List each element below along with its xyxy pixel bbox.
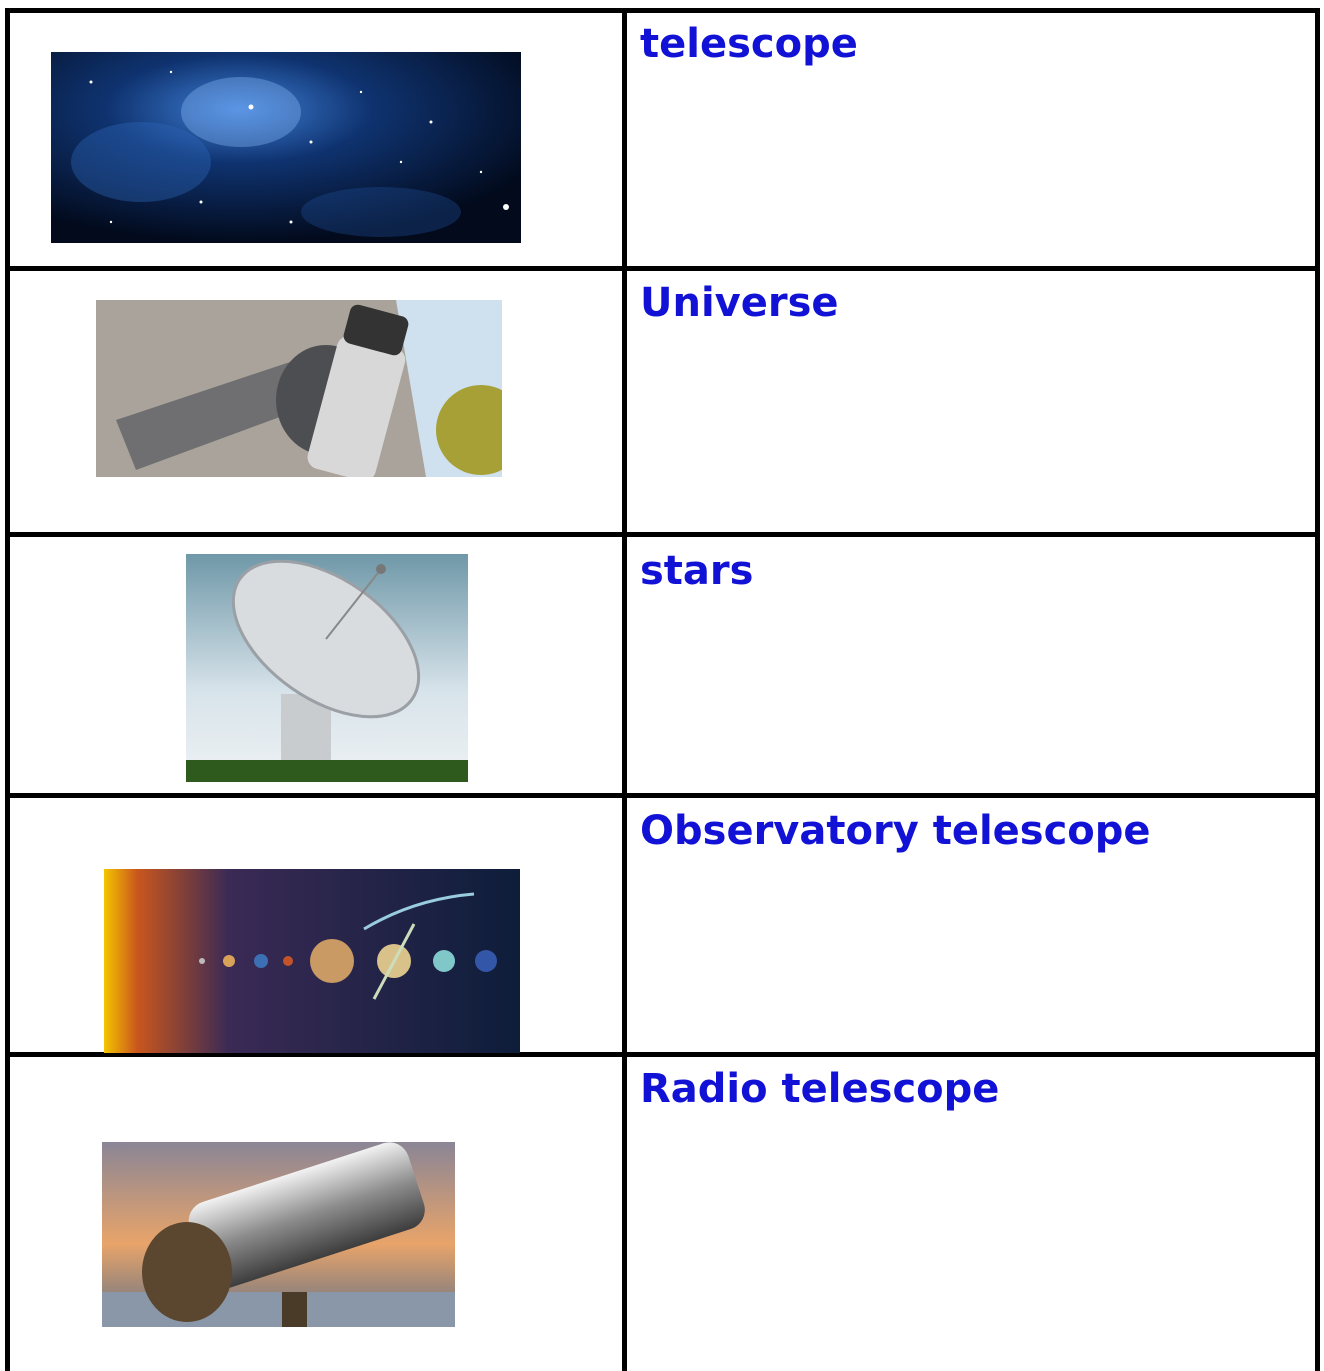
nebula-image [51, 52, 521, 243]
telescope-image [102, 1142, 455, 1327]
word-label: stars [640, 551, 753, 591]
word-label: Universe [640, 283, 839, 323]
table-border [5, 8, 1320, 13]
row-divider [5, 266, 1320, 271]
observatory-image [96, 300, 502, 477]
table-border [1315, 8, 1320, 1371]
word-label: telescope [640, 24, 858, 64]
radio-dish-image [186, 554, 468, 782]
table-border [5, 8, 10, 1371]
word-label: Radio telescope [640, 1069, 999, 1109]
row-divider [5, 532, 1320, 537]
solar-system-image [104, 869, 520, 1053]
column-divider [622, 8, 627, 1371]
row-divider [5, 793, 1320, 798]
worksheet: telescope Universe stars [0, 0, 1324, 1371]
word-label: Observatory telescope [640, 811, 1151, 851]
